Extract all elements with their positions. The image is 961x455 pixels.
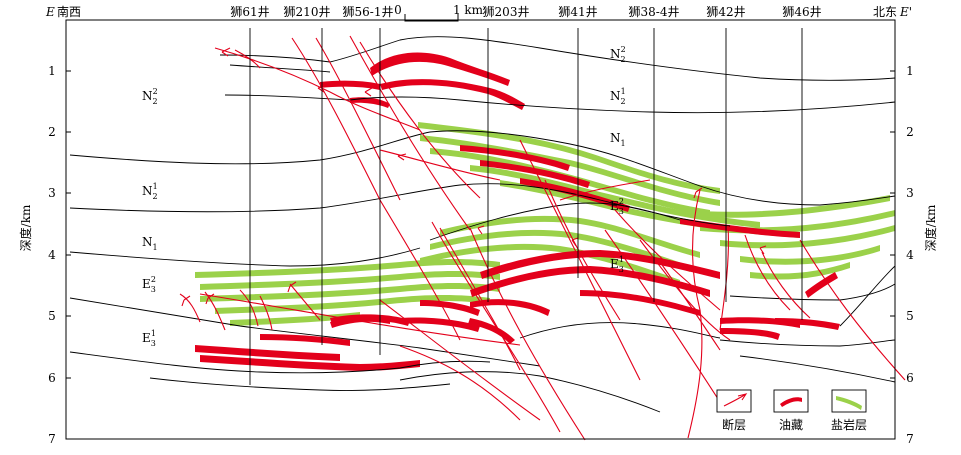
well-label: 狮210井 [284, 5, 331, 19]
depth-tick-label: 7 [906, 432, 914, 446]
svg-text:E32: E32 [610, 197, 624, 216]
depth-tick-label: 5 [48, 309, 56, 323]
profile-right-letter: E' [899, 5, 912, 19]
formation-n1-right: N1 [610, 131, 626, 148]
well-label: 狮41井 [558, 5, 597, 19]
svg-text:E32: E32 [142, 275, 156, 294]
depth-tick-label: 3 [48, 186, 56, 200]
depth-tick-label: 6 [48, 371, 56, 385]
svg-text:N1: N1 [142, 235, 158, 252]
svg-text:N22: N22 [610, 45, 626, 64]
legend-oil-label: 油藏 [779, 418, 803, 432]
depth-tick-label: 1 [48, 64, 56, 78]
fault-arrow-marks [181, 47, 767, 307]
well-label: 狮38-4井 [629, 5, 680, 19]
legend: 断层 油藏 盐岩层 [716, 389, 867, 432]
profile-end-labels: E 南西 北东 E' [45, 4, 912, 19]
formation-n1-left: N1 [142, 235, 158, 252]
formation-e3-1-right: E31 [610, 255, 624, 274]
profile-left-direction: 南西 [57, 4, 81, 19]
well-lines [249, 28, 803, 385]
formation-n2-2-right: N22 [610, 45, 626, 64]
legend-oil-icon [780, 397, 802, 407]
scale-bar-end: 1 km [453, 3, 484, 17]
formation-labels: N22 N21 N1 E32 E31 N22 N21 N1 E32 E31 [142, 45, 626, 348]
profile-left-letter: E [45, 5, 55, 19]
well-label: 狮46井 [782, 5, 821, 19]
svg-text:N21: N21 [142, 182, 158, 201]
formation-e3-2-left: E32 [142, 275, 156, 294]
depth-tick-label: 1 [906, 64, 914, 78]
depth-tick-label: 4 [906, 248, 914, 262]
depth-tick-label: 2 [906, 125, 914, 139]
profile-right-direction: 北东 [873, 5, 897, 19]
formation-e3-1-left: E31 [142, 329, 156, 348]
depth-tick-label: 2 [48, 125, 56, 139]
well-label: 狮42井 [706, 5, 745, 19]
depth-axis-left: 1 2 3 4 5 6 7 深度/km [18, 64, 71, 446]
depth-tick-label: 5 [906, 309, 914, 323]
well-label: 狮56-1井 [343, 5, 394, 19]
svg-text:N21: N21 [610, 87, 626, 106]
fault-lines [179, 35, 906, 441]
svg-text:N22: N22 [142, 87, 158, 106]
formation-n2-1-right: N21 [610, 87, 626, 106]
formation-e3-2-right: E32 [610, 197, 624, 216]
scale-bar-start: 0 [394, 3, 402, 17]
formation-n2-1-left: N21 [142, 182, 158, 201]
legend-salt-icon [836, 396, 862, 410]
depth-tick-label: 4 [48, 248, 56, 262]
horizon-lines [69, 36, 896, 413]
section-frame [65, 19, 896, 440]
depth-tick-label: 7 [48, 432, 56, 446]
well-label: 狮203井 [483, 5, 530, 19]
legend-fault-label: 断层 [722, 417, 746, 432]
well-label: 狮61井 [230, 5, 269, 19]
depth-axis-label-left: 深度/km [18, 204, 33, 251]
svg-text:E31: E31 [610, 255, 624, 274]
svg-text:E31: E31 [142, 329, 156, 348]
depth-tick-label: 6 [906, 371, 914, 385]
scale-bar: 0 1 km [394, 3, 484, 22]
depth-axis-label-right: 深度/km [923, 204, 938, 251]
svg-text:N1: N1 [610, 131, 626, 148]
depth-tick-label: 3 [906, 186, 914, 200]
depth-axis-right: 1 2 3 4 5 6 7 深度/km [890, 64, 938, 446]
legend-salt-label: 盐岩层 [831, 417, 867, 432]
well-labels: 狮61井 狮210井 狮56-1井 狮203井 狮41井 狮38-4井 狮42井… [230, 5, 821, 19]
legend-fault-icon [723, 393, 748, 407]
formation-n2-2-left: N22 [142, 87, 158, 106]
